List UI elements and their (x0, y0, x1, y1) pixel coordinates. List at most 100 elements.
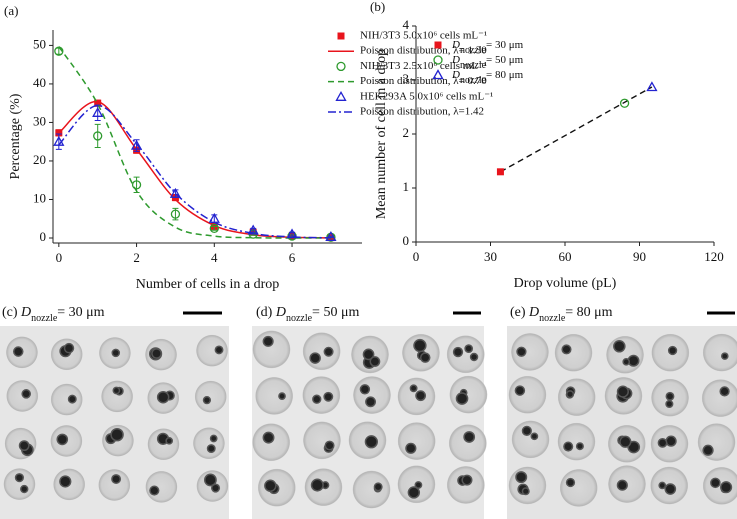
cell (278, 392, 286, 400)
cell (264, 479, 277, 493)
legend-label: Dnozzle= 50 μm (451, 54, 524, 71)
cell (719, 386, 730, 397)
cell (613, 339, 626, 353)
fit-line (500, 86, 653, 173)
x-axis-label: Number of cells in a drop (136, 277, 279, 292)
cell (463, 431, 476, 443)
droplet (196, 334, 229, 367)
droplet (510, 332, 549, 371)
y-tick-label: 30 (33, 113, 46, 128)
fit-curve (58, 104, 331, 239)
droplet (3, 468, 36, 501)
droplet (702, 466, 737, 505)
droplets (3, 330, 737, 509)
cell (149, 485, 160, 496)
cell (563, 441, 574, 452)
y-axis-label: Percentage (%) (8, 93, 23, 179)
cell (619, 435, 632, 448)
cell (211, 483, 221, 493)
droplet (302, 421, 341, 460)
droplet (559, 468, 598, 507)
droplet (508, 466, 547, 505)
y-tick-label: 40 (33, 75, 46, 90)
x-tick-label: 60 (559, 249, 572, 264)
marker (93, 131, 103, 141)
cell (469, 352, 479, 362)
cell (407, 486, 421, 499)
legend-label: NIH/3T3 2.5x10⁶ cells mL⁻¹ (360, 60, 487, 72)
cell (18, 440, 30, 452)
marker (131, 180, 142, 190)
y-axis-label: Mean number of cell in a drop (374, 49, 389, 219)
cell (14, 473, 24, 483)
cell (409, 384, 418, 393)
droplet (352, 470, 391, 509)
cell (622, 358, 631, 366)
cell (111, 474, 122, 484)
cell (156, 390, 170, 404)
legend-label: Dnozzle= 30 μm (451, 39, 524, 56)
cell (452, 346, 464, 358)
droplet (702, 333, 737, 372)
cell (665, 435, 677, 447)
cell (324, 440, 335, 451)
cell (373, 482, 383, 492)
cell (710, 477, 721, 489)
cell (405, 442, 417, 454)
legend-label: HEK293A 5.0x10⁶ cells mL⁻¹ (360, 90, 493, 102)
cell (59, 475, 72, 488)
droplet (255, 376, 294, 415)
droplet (511, 420, 550, 459)
cell (419, 352, 431, 363)
cell (365, 396, 377, 408)
cell (721, 352, 729, 360)
cell (359, 384, 371, 395)
cell (664, 483, 677, 495)
image-caption: (d) Dnozzle= 50 μm (256, 305, 359, 324)
droplet (50, 383, 83, 416)
y-tick-label: 0 (40, 229, 47, 244)
cell (202, 395, 212, 405)
legend-label: Poisson distribution, λ=1.42 (360, 106, 484, 118)
legend-label: Dnozzle= 80 μm (451, 69, 524, 86)
cell (566, 390, 575, 399)
cell (665, 391, 675, 401)
droplet (194, 380, 227, 413)
cell (110, 427, 124, 442)
panel-label: (a) (4, 3, 18, 18)
y-tick-label: 3 (403, 71, 410, 86)
droplet (101, 380, 134, 413)
cell (413, 338, 427, 353)
cell (514, 385, 526, 396)
droplet (448, 424, 487, 463)
cell (720, 481, 733, 494)
marker (619, 98, 630, 108)
cell (12, 346, 24, 357)
cell (323, 346, 334, 357)
marker (325, 231, 337, 241)
x-tick-label: 2 (133, 250, 140, 265)
cell (262, 431, 275, 444)
marker (646, 81, 658, 92)
droplet (145, 470, 178, 503)
cell (310, 478, 324, 492)
cell (209, 434, 218, 443)
cell (461, 474, 473, 486)
cell (362, 348, 375, 361)
cell (665, 399, 674, 409)
y-tick-label: 1 (403, 179, 410, 194)
cell (206, 444, 216, 454)
cell (515, 471, 528, 484)
cell (323, 391, 334, 402)
cell (616, 385, 629, 398)
droplet (352, 376, 391, 415)
droplet (554, 333, 593, 372)
x-tick-label: 6 (289, 250, 296, 265)
droplet (252, 330, 291, 369)
cell (262, 335, 274, 347)
image-caption: (c) Dnozzle= 30 μm (2, 305, 105, 324)
droplet (397, 422, 436, 461)
y-tick-label: 50 (33, 36, 46, 51)
fit-curve (58, 100, 331, 239)
